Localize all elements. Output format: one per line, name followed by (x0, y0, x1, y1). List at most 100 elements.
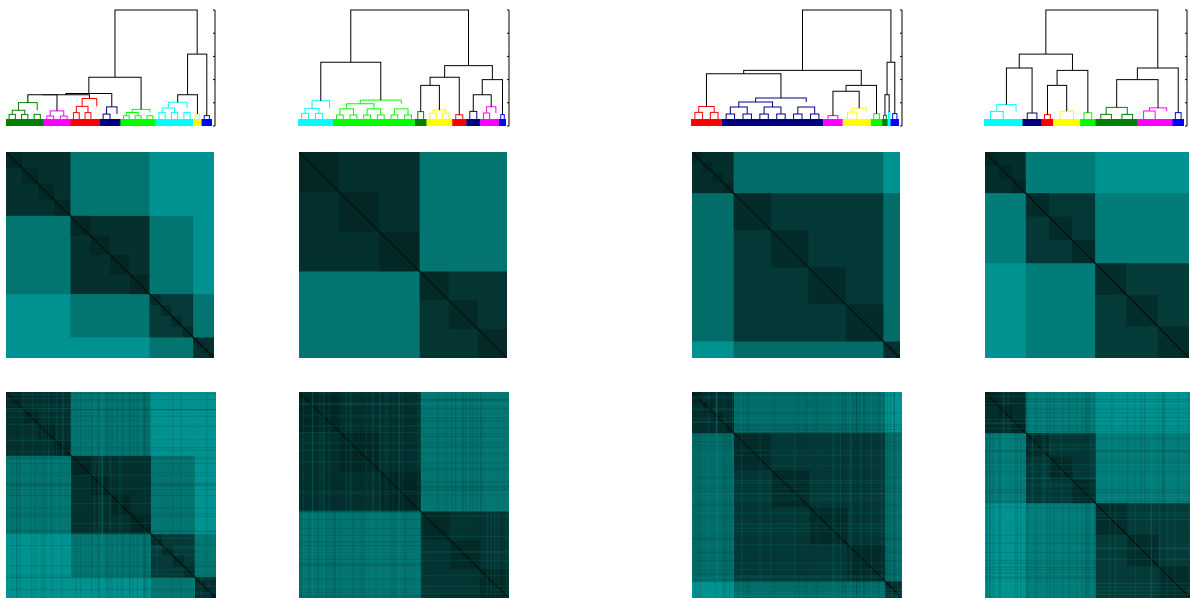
noise-stripe (692, 435, 902, 437)
leaf-cluster-6 (1095, 119, 1138, 126)
noise-stripe (985, 534, 1190, 536)
noise-stripe (299, 469, 509, 471)
noise-stripe (985, 547, 1190, 549)
noise-stripe (1076, 392, 1078, 598)
noise-stripe (692, 476, 902, 478)
merge-link-7 (350, 9, 470, 66)
noise-stripe (692, 576, 902, 578)
noise-stripe (6, 408, 216, 410)
noise-stripe (692, 560, 902, 562)
noise-stripe (387, 392, 389, 598)
noise-stripe (61, 392, 63, 598)
noise-stripe (732, 392, 734, 598)
noise-stripe (299, 575, 509, 577)
noise-stripe (692, 449, 902, 451)
noise-stripe (1003, 392, 1005, 598)
noise-stripe (299, 578, 509, 580)
noise-stripe (692, 496, 902, 498)
noise-stripe (363, 392, 365, 598)
noise-stripe (299, 462, 509, 464)
noise-stripe (1046, 392, 1048, 598)
noise-stripe (206, 392, 208, 598)
noise-stripe (1144, 392, 1146, 598)
noise-stripe (312, 392, 314, 598)
noise-stripe (1085, 392, 1087, 598)
noise-stripe (339, 392, 341, 598)
matrix-offblock (299, 271, 420, 358)
noise-stripe (985, 451, 1190, 453)
noise-stripe (798, 392, 800, 598)
noise-stripe (372, 392, 374, 598)
noise-stripe (998, 392, 1000, 598)
noise-stripe (1035, 392, 1037, 598)
noise-stripe (334, 392, 336, 598)
noise-stripe (697, 392, 699, 598)
noise-stripe (479, 392, 481, 598)
noise-stripe (1174, 392, 1176, 598)
noise-stripe (481, 392, 483, 598)
noise-stripe (299, 432, 509, 434)
noise-stripe (985, 559, 1190, 561)
noise-stripe (871, 392, 873, 598)
noise-stripe (299, 402, 509, 404)
noise-stripe (6, 416, 216, 418)
noise-stripe (6, 494, 216, 496)
noise-stripe (1086, 392, 1088, 598)
subtree-link (1044, 114, 1051, 119)
matrix-offblock (6, 215, 71, 295)
noise-stripe (692, 394, 902, 396)
noise-stripe (1111, 392, 1113, 598)
noise-stripe (34, 392, 36, 598)
noise-stripe (692, 544, 902, 546)
noise-stripe (985, 450, 1190, 452)
merge-link-7 (114, 9, 198, 78)
noise-stripe (901, 392, 902, 598)
noise-stripe (985, 491, 1190, 493)
noise-stripe (985, 590, 1190, 592)
noise-stripe (985, 444, 1190, 446)
noise-stripe (129, 392, 131, 598)
subtree-link (339, 108, 355, 115)
subtree-link (390, 114, 399, 119)
noise-stripe (1081, 392, 1083, 598)
noise-stripe (299, 461, 509, 463)
noise-stripe (794, 392, 796, 598)
noise-stripe (6, 545, 216, 547)
noise-stripe (985, 401, 1190, 403)
noise-stripe (299, 515, 509, 517)
matrix-diagonal (6, 392, 216, 598)
noise-stripe (6, 533, 216, 535)
noise-stripe (692, 573, 902, 575)
matrix-noise (985, 392, 1190, 598)
noise-stripe (505, 392, 507, 598)
noise-stripe (147, 392, 149, 598)
noise-stripe (6, 484, 216, 486)
leaf-cluster-8 (498, 119, 506, 126)
dendrogram-panel-1 (6, 8, 218, 130)
consensus-matrix-panel-1 (6, 152, 214, 358)
noise-stripe (379, 392, 381, 598)
noise-stripe (299, 392, 509, 394)
noise-stripe (299, 595, 509, 597)
noise-stripe (897, 392, 899, 598)
noise-stripe (1085, 392, 1087, 598)
noise-stripe (299, 535, 509, 537)
noise-stripe (1127, 392, 1129, 598)
noise-stripe (6, 546, 216, 548)
noise-stripe (985, 542, 1190, 544)
subtree-link (11, 109, 26, 115)
noise-stripe (299, 593, 509, 595)
noise-stripe (692, 568, 902, 570)
noise-stripe (91, 392, 93, 598)
noise-stripe (748, 392, 750, 598)
noise-stripe (299, 563, 509, 565)
noise-stripe (985, 562, 1190, 564)
noise-stripe (106, 392, 108, 598)
noise-stripe (985, 408, 1190, 410)
noise-stripe (985, 485, 1190, 487)
noise-stripe (816, 392, 818, 598)
merge-link-3 (1056, 69, 1089, 113)
noise-stripe (1134, 392, 1136, 598)
noise-stripe (692, 479, 902, 481)
noise-stripe (109, 392, 111, 598)
